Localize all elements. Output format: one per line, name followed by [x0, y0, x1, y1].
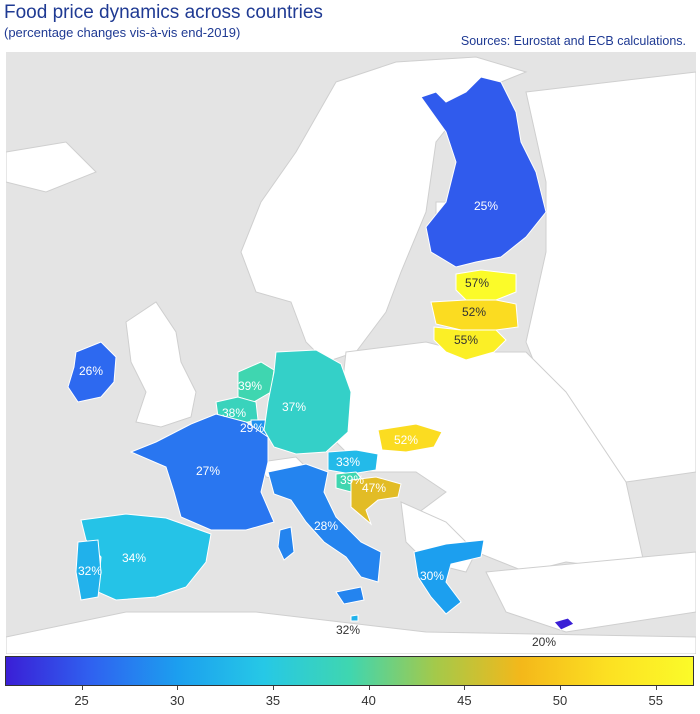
label-france: 27% — [196, 464, 220, 478]
map-area: 25% 57% 52% 55% 26% 39% 38% 29% 37% 52% … — [6, 52, 696, 654]
country-slovakia — [377, 423, 443, 453]
colorbar-ticks: 25 30 35 40 45 50 55 — [5, 686, 694, 714]
label-austria: 33% — [336, 455, 360, 469]
country-malta — [350, 614, 359, 622]
country-cyprus — [553, 617, 575, 631]
colorbar-tick-label: 55 — [648, 693, 663, 708]
source-note: Sources: Eurostat and ECB calculations. — [460, 34, 686, 48]
chart-subtitle: (percentage changes vis-à-vis end-2019) — [4, 25, 241, 40]
label-slovakia: 52% — [394, 433, 418, 447]
country-italy-sardinia — [277, 526, 295, 561]
country-croatia — [350, 476, 402, 526]
label-slovenia: 39% — [340, 473, 364, 487]
colorbar-tick-mark — [272, 686, 274, 690]
colorbar-tick-mark — [560, 686, 562, 690]
colorbar-tick-mark — [655, 686, 657, 690]
country-finland — [420, 76, 547, 268]
label-cyprus: 20% — [532, 635, 556, 649]
label-ireland: 26% — [79, 364, 103, 378]
label-portugal: 32% — [78, 564, 102, 578]
label-lithuania: 55% — [454, 333, 478, 347]
colorbar-tick-label: 50 — [552, 693, 568, 708]
country-shapes — [67, 76, 575, 631]
colorbar-tick-label: 35 — [265, 693, 281, 708]
country-italy-sicily — [335, 586, 365, 605]
colorbar-tick-mark — [368, 686, 370, 690]
colorbar-tick-mark — [464, 686, 466, 690]
colorbar-tick-label: 45 — [457, 693, 472, 708]
country-estonia — [455, 269, 517, 301]
europe-map: 25% 57% 52% 55% 26% 39% 38% 29% 37% 52% … — [6, 56, 696, 654]
country-france — [129, 413, 275, 531]
country-greece — [413, 539, 485, 615]
label-germany: 37% — [282, 400, 306, 414]
label-italy: 28% — [314, 519, 338, 533]
country-latvia — [430, 299, 519, 331]
colorbar-tick-label: 40 — [361, 693, 376, 708]
colorbar-tick-label: 30 — [170, 693, 185, 708]
colorbar-tick-label: 25 — [74, 693, 89, 708]
country-germany — [263, 349, 352, 455]
country-ireland — [67, 341, 117, 403]
label-malta: 32% — [336, 623, 360, 637]
country-lithuania — [433, 326, 507, 361]
colorbar-tick-mark — [81, 686, 83, 690]
colorbar-tick-mark — [177, 686, 179, 690]
label-greece: 30% — [420, 569, 444, 583]
label-finland: 25% — [474, 199, 498, 213]
label-estonia: 57% — [465, 276, 489, 290]
label-luxembourg: 29% — [240, 421, 264, 435]
label-croatia: 47% — [362, 481, 386, 495]
label-belgium: 38% — [222, 406, 246, 420]
label-latvia: 52% — [462, 305, 486, 319]
label-spain: 34% — [122, 551, 146, 565]
value-labels: 25% 57% 52% 55% 26% 39% 38% 29% 37% 52% … — [78, 199, 556, 649]
country-italy — [267, 463, 382, 583]
label-netherlands: 39% — [238, 379, 262, 393]
colorbar-gradient — [6, 657, 693, 685]
country-portugal — [75, 539, 102, 601]
colorbar — [5, 656, 694, 686]
country-austria — [327, 449, 379, 475]
chart-title: Food price dynamics across countries — [4, 2, 323, 23]
